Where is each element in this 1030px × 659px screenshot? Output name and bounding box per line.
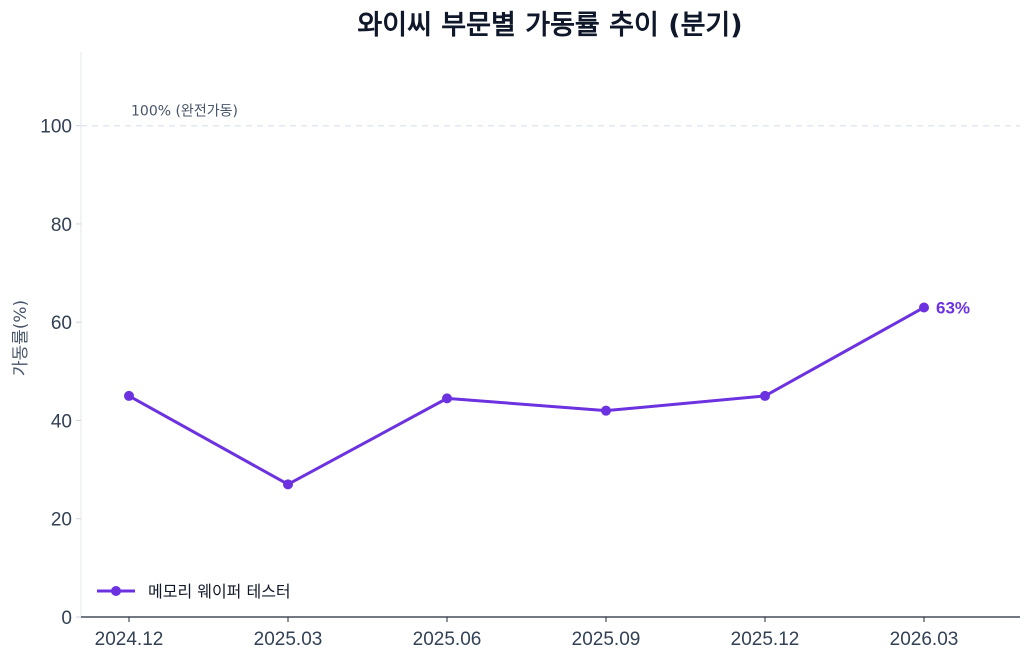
data-point	[442, 393, 452, 404]
y-tick-label: 80	[51, 215, 72, 236]
x-tick-label: 2026.03	[890, 629, 959, 650]
legend-label: 메모리 웨이퍼 테스터	[148, 582, 291, 601]
chart-title: 와이씨 부문별 가동률 추이 (분기)	[357, 10, 742, 41]
reference-line-group: 100% (완전가동)	[81, 104, 1020, 127]
data-point	[919, 302, 929, 313]
data-point	[124, 390, 134, 401]
x-tick-label: 2025.12	[731, 629, 800, 650]
y-tick-label: 0	[61, 608, 72, 629]
x-tick-label: 2024.12	[95, 629, 164, 650]
y-tick-label: 60	[51, 313, 72, 334]
y-tick-label: 40	[51, 411, 72, 432]
data-point	[601, 405, 611, 416]
legend: 메모리 웨이퍼 테스터	[97, 582, 291, 601]
axes	[80, 52, 1020, 618]
reference-line-label: 100% (완전가동)	[131, 104, 238, 120]
y-tick-label: 20	[51, 510, 72, 531]
x-tick-label: 2025.03	[254, 629, 323, 650]
end-value-label: 63%	[936, 298, 970, 317]
data-point	[760, 390, 770, 401]
x-tick-label: 2025.06	[413, 629, 482, 650]
y-ticks: 0 20 40 60 80 100	[40, 117, 81, 629]
series-line	[128, 306, 925, 486]
y-tick-label: 100	[40, 117, 72, 138]
series-group	[124, 302, 929, 490]
x-ticks: 2024.12 2025.03 2025.06 2025.09 2025.12 2026.…	[95, 617, 959, 650]
y-axis-label: 가동률(%)	[11, 300, 31, 376]
legend-marker-icon	[111, 586, 121, 596]
data-point	[283, 479, 293, 490]
x-tick-label: 2025.09	[572, 629, 641, 650]
